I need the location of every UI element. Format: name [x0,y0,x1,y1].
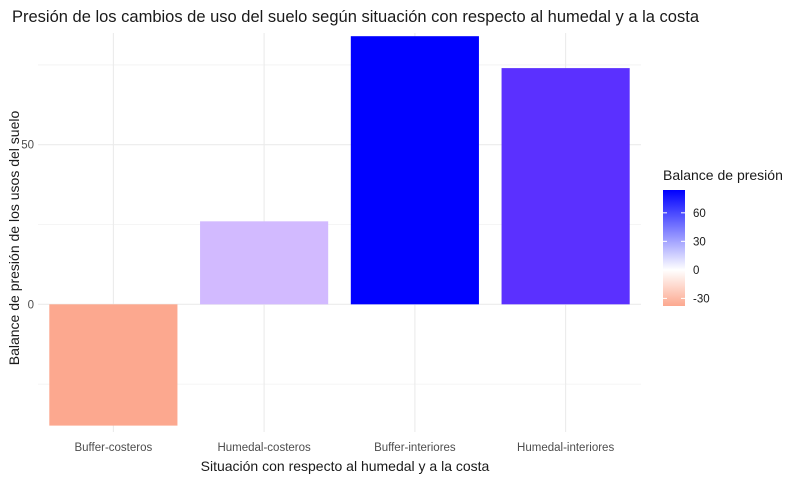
bar-buffer-interiores [350,36,479,305]
bar-humedal-interiores [501,68,630,305]
legend-tick-label: 0 [693,265,699,277]
x-tick-label: Buffer-interiores [374,442,456,454]
chart-title: Presión de los cambios de uso del suelo … [12,8,700,26]
x-tick-label: Humedal-costeros [217,442,311,454]
legend-tick-label: -30 [693,293,710,305]
x-tick-label: Humedal-interiores [517,442,614,454]
y-axis-label: Balance de presión de los usos del suelo [6,111,22,366]
x-tick-label: Buffer-costeros [74,442,152,454]
bars [49,36,630,426]
x-axis-ticks: Buffer-costeros Humedal-costeros Buffer-in… [74,442,614,454]
y-axis-ticks: 0 50 [21,140,34,312]
x-axis-label: Situación con respecto al humedal y a la… [201,458,490,474]
bar-humedal-costeros [200,221,329,305]
legend: Balance de presión -30 0 30 60 [663,167,783,306]
legend-title: Balance de presión [663,167,783,183]
legend-colorbar [663,190,685,306]
y-tick-label: 0 [28,299,34,311]
legend-ticks: -30 0 30 60 [663,208,710,305]
legend-tick-label: 60 [693,208,706,220]
y-tick-label: 50 [21,140,34,152]
legend-tick-label: 30 [693,236,706,248]
bar-buffer-costeros [49,304,178,426]
